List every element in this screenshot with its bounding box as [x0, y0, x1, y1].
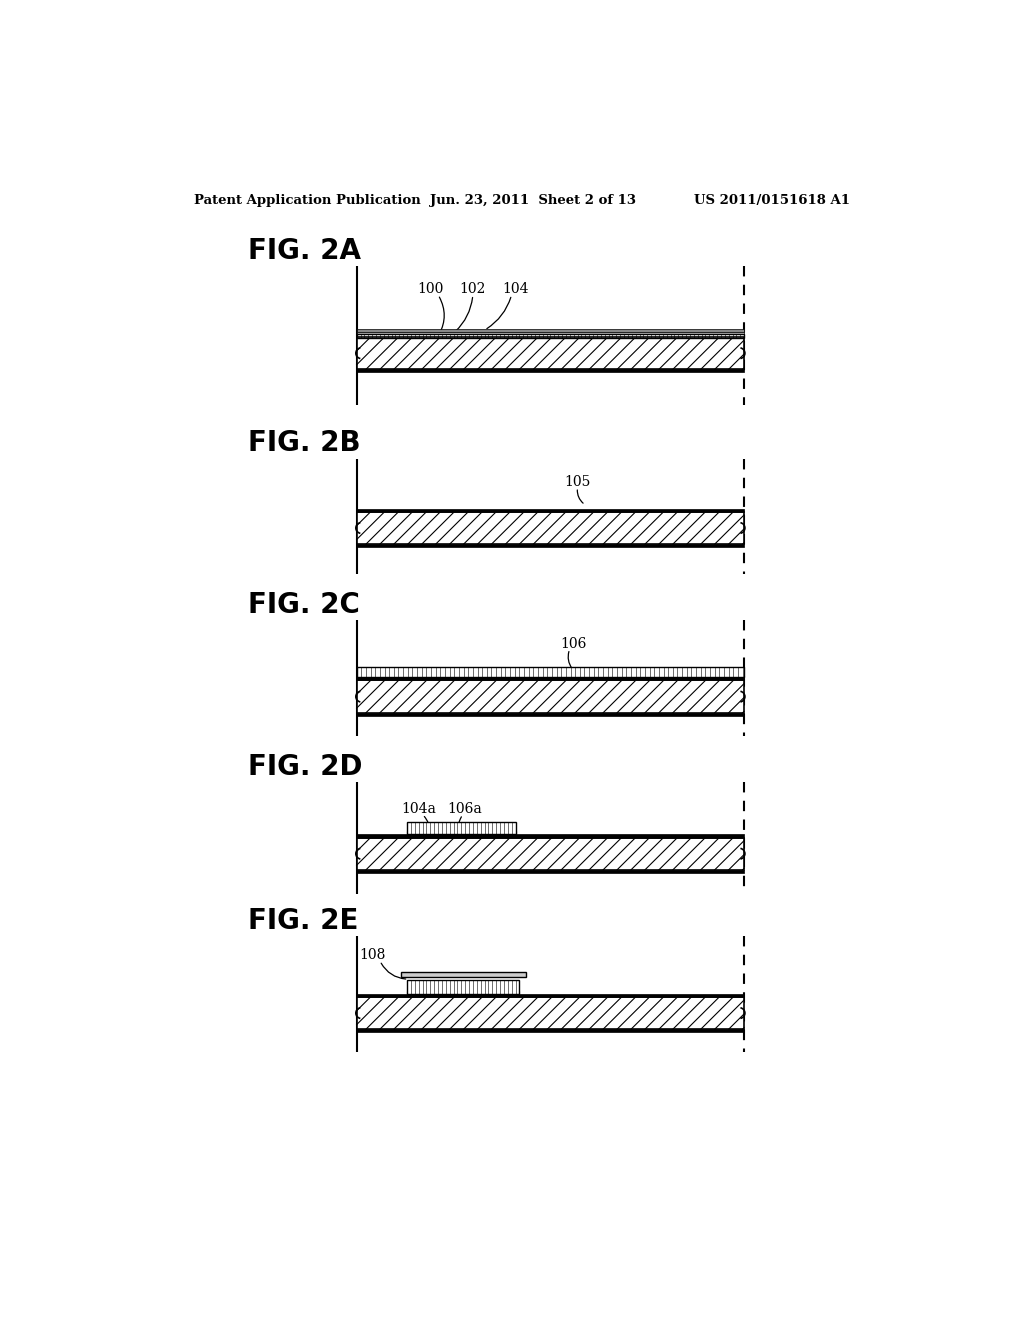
Text: 104: 104	[502, 282, 528, 296]
Bar	[356, 838, 744, 870]
Bar	[356, 334, 744, 338]
Bar	[407, 991, 519, 994]
Bar	[356, 1030, 744, 1032]
Text: 105: 105	[564, 475, 591, 488]
Bar	[356, 330, 744, 331]
Bar	[356, 334, 744, 337]
Bar	[356, 334, 744, 338]
Text: FIG. 2B: FIG. 2B	[248, 429, 360, 457]
Bar	[356, 331, 744, 334]
Bar	[356, 681, 744, 713]
Bar	[356, 337, 744, 370]
Bar	[356, 667, 744, 677]
Text: 102: 102	[460, 282, 486, 296]
Text: 104a: 104a	[401, 803, 436, 816]
Text: FIG. 2E: FIG. 2E	[248, 907, 358, 935]
Bar	[356, 667, 744, 677]
Bar	[356, 512, 744, 544]
Text: FIG. 2D: FIG. 2D	[248, 752, 362, 780]
Bar	[356, 994, 744, 997]
Bar	[356, 681, 744, 713]
Text: Jun. 23, 2011  Sheet 2 of 13: Jun. 23, 2011 Sheet 2 of 13	[430, 194, 636, 207]
Bar	[407, 822, 515, 834]
Bar	[407, 979, 519, 994]
Bar	[356, 713, 744, 715]
Bar	[400, 972, 525, 977]
Bar	[407, 832, 515, 834]
Text: FIG. 2C: FIG. 2C	[248, 591, 360, 619]
Bar	[407, 979, 519, 994]
Bar	[356, 834, 744, 838]
Bar	[407, 822, 515, 834]
Text: 100: 100	[417, 282, 443, 296]
Bar	[356, 512, 744, 544]
Bar	[356, 997, 744, 1030]
Text: US 2011/0151618 A1: US 2011/0151618 A1	[693, 194, 850, 207]
Bar	[356, 838, 744, 870]
Text: 106: 106	[560, 636, 587, 651]
Bar	[356, 544, 744, 548]
Text: Patent Application Publication: Patent Application Publication	[194, 194, 421, 207]
Text: 108: 108	[359, 948, 385, 962]
Bar	[356, 337, 744, 370]
Text: FIG. 2A: FIG. 2A	[248, 236, 361, 265]
Text: 106a: 106a	[447, 803, 482, 816]
Bar	[356, 508, 744, 512]
Bar	[356, 997, 744, 1030]
Bar	[356, 870, 744, 873]
Bar	[356, 677, 744, 681]
Bar	[356, 370, 744, 372]
